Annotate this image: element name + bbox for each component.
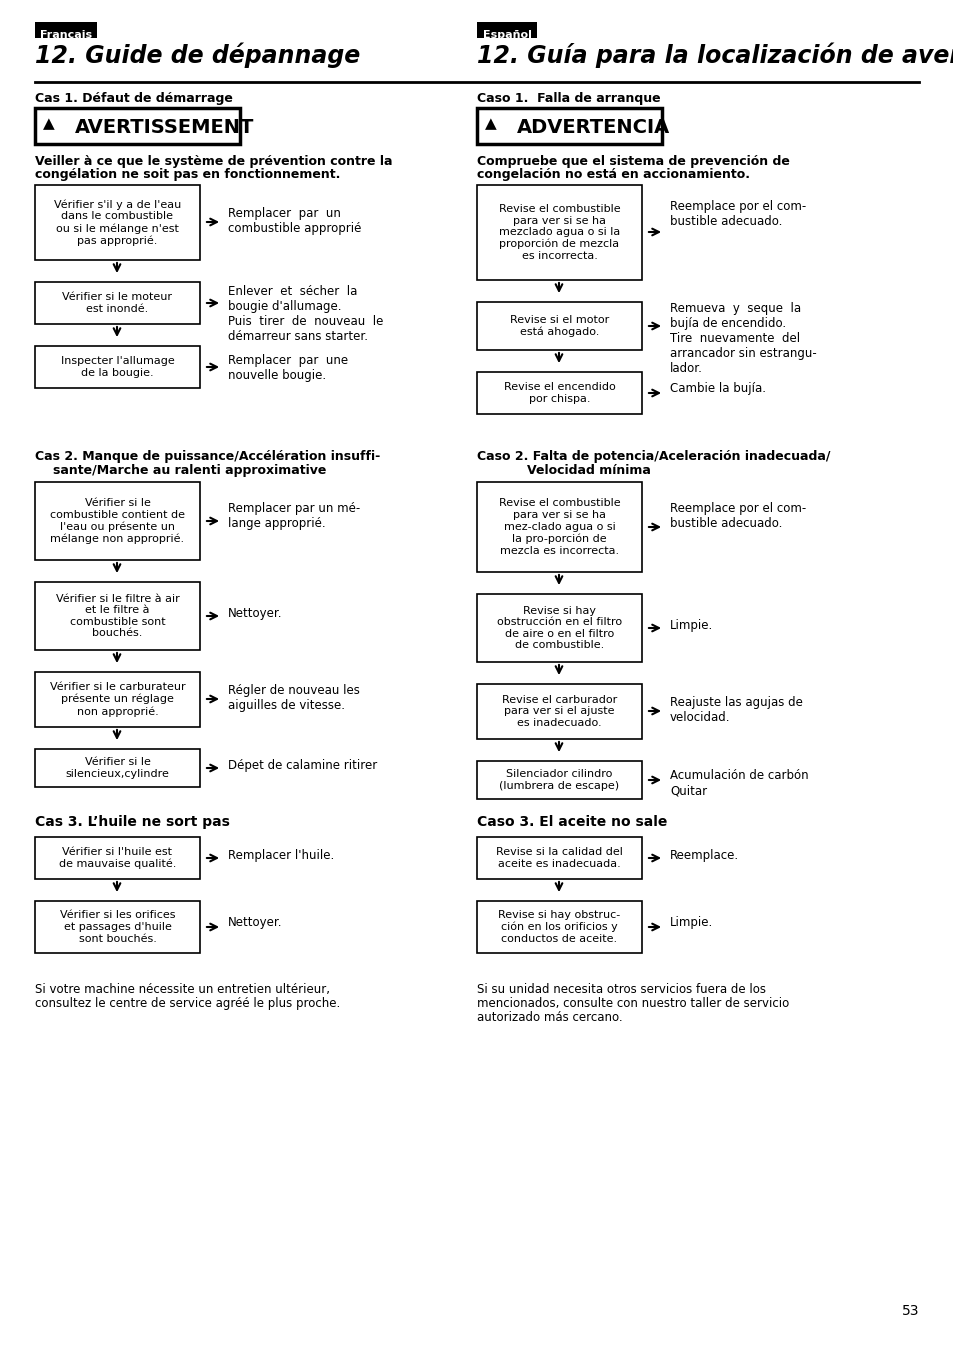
Text: ▲: ▲ [43,116,54,131]
Text: Cambie la bujía.: Cambie la bujía. [669,381,765,395]
Text: Veiller à ce que le système de prévention contre la: Veiller à ce que le système de préventio… [35,155,392,168]
Text: Limpie.: Limpie. [669,917,713,929]
Text: AVERTISSEMENT: AVERTISSEMENT [75,119,254,137]
Bar [476,900,641,953]
Text: Reajuste las agujas de
velocidad.: Reajuste las agujas de velocidad. [669,696,802,724]
Text: 12. Guide de dépannage: 12. Guide de dépannage [35,43,360,69]
Text: Revise el combustible
para ver si se ha
mezclado agua o si la
proporción de mezc: Revise el combustible para ver si se ha … [498,204,619,262]
Text: Nettoyer.: Nettoyer. [228,917,282,929]
Text: Cas 2. Manque de puissance/Accélération insuffi-: Cas 2. Manque de puissance/Accélération … [35,450,380,462]
Bar [476,108,661,144]
Text: autorizado más cercano.: autorizado más cercano. [476,1011,622,1024]
Text: Español: Español [482,30,531,40]
Bar [35,483,200,559]
Bar [35,108,240,144]
Text: congélation ne soit pas en fonctionnement.: congélation ne soit pas en fonctionnemen… [35,168,340,181]
Text: Vérifier si le moteur
est inondé.: Vérifier si le moteur est inondé. [63,293,172,314]
Text: ADVERTENCIA: ADVERTENCIA [517,119,670,137]
Text: Revise el combustible
para ver si se ha
mez-clado agua o si
la pro-porción de
me: Revise el combustible para ver si se ha … [498,499,619,555]
Text: Revise si hay
obstrucción en el filtro
de aire o en el filtro
de combustible.: Revise si hay obstrucción en el filtro d… [497,605,621,650]
Text: Remplacer  par  une
nouvelle bougie.: Remplacer par une nouvelle bougie. [228,355,348,381]
Bar [35,582,200,650]
Text: 12. Guía para la localización de averías: 12. Guía para la localización de averías [476,43,953,69]
Bar [35,837,200,879]
Text: Revise el encendido
por chispa.: Revise el encendido por chispa. [503,383,615,404]
Text: Revise si hay obstruc-
ción en los orificios y
conductos de aceite.: Revise si hay obstruc- ción en los orifi… [497,910,620,944]
Text: Caso 2. Falta de potencia/Aceleración inadecuada/: Caso 2. Falta de potencia/Aceleración in… [476,450,830,462]
Bar [476,483,641,572]
Bar [476,837,641,879]
Bar [35,749,200,787]
Text: Cas 1. Défaut de démarrage: Cas 1. Défaut de démarrage [35,92,233,105]
Text: Remueva  y  seque  la
bujía de encendido.
Tire  nuevamente  del
arrancador sin e: Remueva y seque la bujía de encendido. T… [669,302,816,375]
Text: Reemplace.: Reemplace. [669,849,739,861]
Text: Vérifier s'il y a de l'eau
dans le combustible
ou si le mélange n'est
pas approp: Vérifier s'il y a de l'eau dans le combu… [53,200,181,245]
Bar [476,22,537,38]
Text: Vérifier si le carburateur
présente un réglage
non approprié.: Vérifier si le carburateur présente un r… [50,682,185,717]
Text: Nettoyer.: Nettoyer. [228,607,282,620]
Text: Vérifier si le
combustible contient de
l'eau ou présente un
mélange non appropri: Vérifier si le combustible contient de l… [50,497,185,545]
Text: Revise si la calidad del
aceite es inadecuada.: Revise si la calidad del aceite es inade… [496,847,622,869]
Text: Régler de nouveau les
aiguilles de vitesse.: Régler de nouveau les aiguilles de vites… [228,683,359,712]
Text: Vérifier si le
silencieux,cylindre: Vérifier si le silencieux,cylindre [66,758,170,779]
Text: Si su unidad necesita otros servicios fuera de los: Si su unidad necesita otros servicios fu… [476,983,765,996]
Text: Reemplace por el com-
bustible adecuado.: Reemplace por el com- bustible adecuado. [669,200,805,228]
Bar [35,282,200,324]
Text: sante/Marche au ralenti approximative: sante/Marche au ralenti approximative [53,464,326,477]
Text: Français: Français [40,30,92,40]
Bar [476,372,641,414]
Bar [35,673,200,727]
Text: ▲: ▲ [484,116,497,131]
Text: Acumulación de carbón
Quitar: Acumulación de carbón Quitar [669,768,808,797]
Text: Remplacer l'huile.: Remplacer l'huile. [228,849,334,861]
Bar [35,346,200,388]
Text: Vérifier si les orifices
et passages d'huile
sont bouchés.: Vérifier si les orifices et passages d'h… [60,910,175,944]
Text: Revise si el motor
está ahogado.: Revise si el motor está ahogado. [509,315,608,337]
Text: Silenciador cilindro
(lumbrera de escape): Silenciador cilindro (lumbrera de escape… [499,770,618,791]
Bar [476,683,641,739]
Text: Reemplace por el com-
bustible adecuado.: Reemplace por el com- bustible adecuado. [669,501,805,530]
Text: 53: 53 [901,1304,918,1318]
Bar [35,22,97,38]
Text: Revise el carburador
para ver si el ajuste
es inadecuado.: Revise el carburador para ver si el ajus… [501,696,617,728]
Text: Remplacer  par  un
combustible approprié: Remplacer par un combustible approprié [228,208,361,235]
Text: Velocidad mínima: Velocidad mínima [526,464,650,477]
Text: Dépet de calamine ritirer: Dépet de calamine ritirer [228,759,376,772]
Bar [476,594,641,662]
Bar [35,185,200,260]
Text: Compruebe que el sistema de prevención de: Compruebe que el sistema de prevención d… [476,155,789,168]
Bar [35,900,200,953]
Text: consultez le centre de service agréé le plus proche.: consultez le centre de service agréé le … [35,998,340,1010]
Text: Vérifier si l'huile est
de mauvaise qualité.: Vérifier si l'huile est de mauvaise qual… [59,847,176,869]
Text: Remplacer par un mé-
lange approprié.: Remplacer par un mé- lange approprié. [228,501,360,530]
Text: Limpie.: Limpie. [669,619,713,632]
Text: congelación no está en accionamiento.: congelación no está en accionamiento. [476,168,749,181]
Bar [476,762,641,799]
Text: Inspecter l'allumage
de la bougie.: Inspecter l'allumage de la bougie. [61,356,174,377]
Text: Enlever  et  sécher  la
bougie d'allumage.
Puis  tirer  de  nouveau  le
démarreu: Enlever et sécher la bougie d'allumage. … [228,284,383,342]
Text: Caso 3. El aceite no sale: Caso 3. El aceite no sale [476,816,667,829]
Text: Vérifier si le filtre à air
et le filtre à
combustible sont
bouchés.: Vérifier si le filtre à air et le filtre… [55,593,179,639]
Bar [476,185,641,280]
Text: Cas 3. L’huile ne sort pas: Cas 3. L’huile ne sort pas [35,816,230,829]
Text: mencionados, consulte con nuestro taller de servicio: mencionados, consulte con nuestro taller… [476,998,788,1010]
Text: Caso 1.  Falla de arranque: Caso 1. Falla de arranque [476,92,659,105]
Text: Si votre machine nécessite un entretien ultérieur,: Si votre machine nécessite un entretien … [35,983,330,996]
Bar [476,302,641,350]
